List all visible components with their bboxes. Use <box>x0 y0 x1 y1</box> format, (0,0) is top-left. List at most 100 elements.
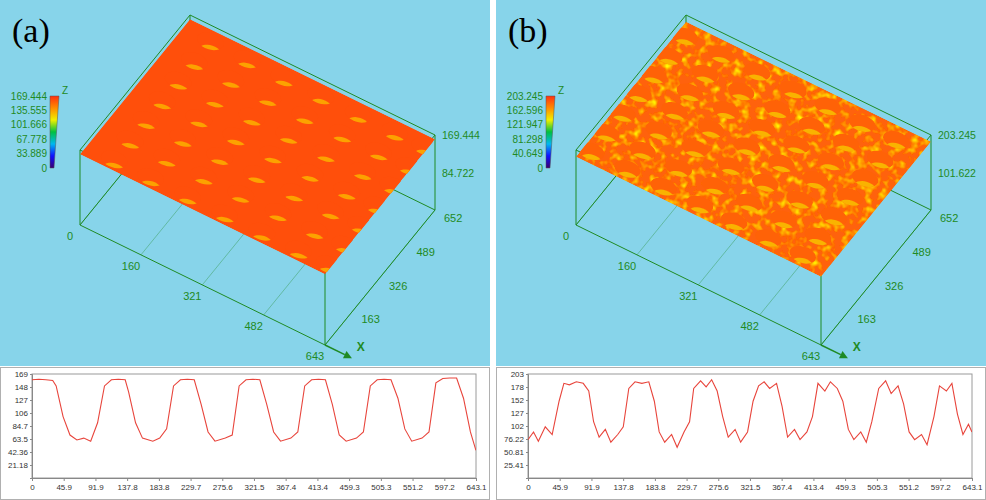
pit-layer <box>821 176 840 189</box>
pit-layer <box>790 214 809 227</box>
tick: 321.5 <box>740 478 761 492</box>
colorbar-tick-label: 67.778 <box>16 134 47 145</box>
pit-layer <box>633 165 652 178</box>
pit <box>347 216 374 273</box>
pit-layer <box>766 112 789 127</box>
tick-label: 183.8 <box>645 483 666 492</box>
pit-layer <box>705 167 717 175</box>
tick-label: 91.9 <box>88 483 104 492</box>
pit <box>629 141 656 196</box>
pit-layer <box>188 101 200 109</box>
pit <box>686 195 713 250</box>
pit-layer <box>161 198 173 206</box>
x-axis-arrow <box>325 345 345 355</box>
tick-label: 137.8 <box>614 483 635 492</box>
pit <box>721 212 748 267</box>
tick-mark <box>591 478 592 481</box>
pit <box>412 137 439 194</box>
pit-layer <box>838 169 854 179</box>
axis-line <box>529 479 973 482</box>
pit-layer <box>277 138 300 153</box>
x-axis: 045.991.9137.8183.8229.7275.6321.5367.44… <box>30 478 487 492</box>
y-tick-label: 326 <box>389 280 407 292</box>
pit-layer <box>772 222 795 237</box>
pit-layer <box>869 162 892 177</box>
pit-layer <box>172 121 184 129</box>
pit-layer <box>263 170 282 183</box>
pit-layer <box>219 254 231 262</box>
pit-layer <box>252 247 271 260</box>
pit-layer <box>278 118 290 126</box>
pit-layer <box>795 281 811 291</box>
pit-layer <box>716 125 735 138</box>
x-tick-label: 643 <box>306 350 324 362</box>
pit <box>255 88 282 145</box>
plot-area <box>32 378 476 450</box>
pit-layer <box>776 246 792 256</box>
tick-label: 137.8 <box>118 483 139 492</box>
pit-layer <box>153 116 172 129</box>
pit-layer <box>347 216 374 234</box>
tick: 367.4 <box>276 478 297 492</box>
pit-layer <box>317 268 340 283</box>
pit-layer <box>272 81 295 96</box>
tick-mark <box>526 400 528 401</box>
tick: 459.3 <box>836 478 857 492</box>
pit-layer <box>855 193 874 206</box>
tick-mark <box>526 374 528 375</box>
tick-mark <box>191 478 192 481</box>
tick-label: 367.4 <box>276 483 297 492</box>
pit-layer <box>840 212 859 225</box>
pit-layer <box>656 213 672 223</box>
tick-label: 551.2 <box>403 483 424 492</box>
pit-layer <box>703 189 726 204</box>
pit-layer <box>331 137 354 152</box>
tick-label: 459.3 <box>340 483 361 492</box>
pit-layer <box>369 233 385 243</box>
pit-layer <box>299 155 311 163</box>
pit <box>206 147 233 204</box>
surface <box>576 22 931 301</box>
pit-layer <box>699 132 722 147</box>
pit-layer <box>597 147 616 160</box>
tick-label: 127 <box>511 409 525 418</box>
pit-layer <box>352 154 364 162</box>
pit-layer <box>684 131 696 139</box>
pit <box>821 208 848 263</box>
pit-layer <box>309 99 332 114</box>
tick: 413.4 <box>308 478 329 492</box>
pit-layer <box>170 109 186 119</box>
pit-layer <box>661 82 677 92</box>
pit-layer <box>738 205 761 220</box>
tick-label: 229.7 <box>677 483 698 492</box>
pit <box>202 90 229 147</box>
tick-mark <box>526 426 528 427</box>
pit-layer <box>791 183 803 191</box>
tick-mark <box>623 478 624 481</box>
tick-mark <box>30 400 32 401</box>
pit-layer <box>806 195 825 208</box>
pit-layer <box>600 171 612 179</box>
pit-layer <box>295 131 314 144</box>
pit-layer <box>355 265 367 273</box>
pit-layer <box>793 269 812 282</box>
colorbar-tick-label: 101.666 <box>11 119 48 130</box>
pit <box>852 169 879 224</box>
tick-mark <box>159 478 160 481</box>
pit-layer <box>223 107 239 117</box>
tick-mark <box>476 478 477 481</box>
pit-layer <box>291 278 307 288</box>
pit <box>379 177 406 234</box>
tick: 505.3 <box>371 478 392 492</box>
tick-label: 459.3 <box>836 483 857 492</box>
pit-layer <box>754 154 770 164</box>
tick-mark <box>526 413 528 414</box>
tick: 21.18 <box>8 461 32 470</box>
pit-layer <box>350 142 366 152</box>
pit-layer <box>235 63 258 78</box>
pit-layer <box>789 171 805 181</box>
pit-layer <box>874 198 886 206</box>
pit-layer <box>185 77 204 90</box>
pit-layer <box>367 221 386 234</box>
pit-layer <box>119 143 142 158</box>
